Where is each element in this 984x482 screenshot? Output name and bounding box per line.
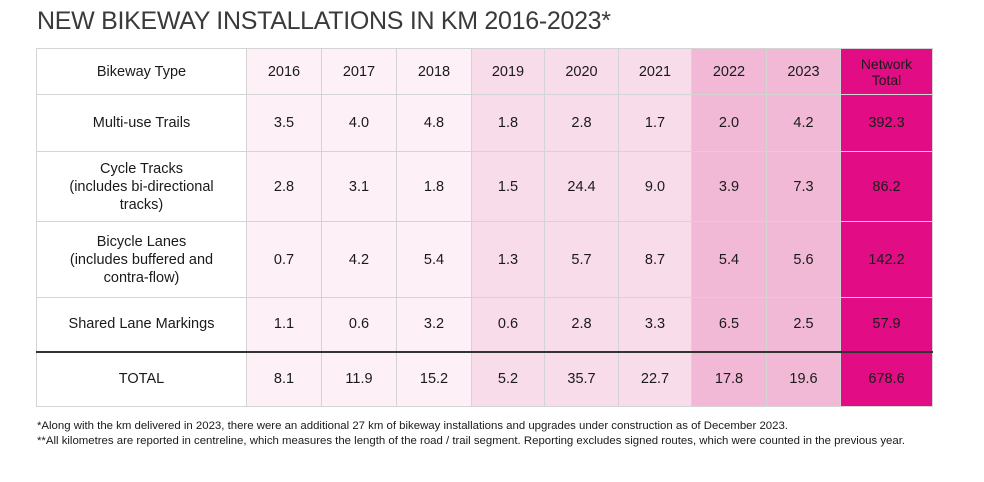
bikeway-table: Bikeway Type 2016 2017 2018 2019 2020 20…: [36, 48, 933, 407]
header-year: 2019: [471, 48, 545, 95]
row-label: Multi-use Trails: [36, 94, 247, 152]
header-network-total: Network Total: [840, 48, 933, 95]
value-cell: 1.8: [396, 151, 472, 222]
row-label: Shared Lane Markings: [36, 297, 247, 353]
value-cell: 5.2: [471, 351, 545, 407]
value-cell: 15.2: [396, 351, 472, 407]
header-bikeway-type: Bikeway Type: [36, 48, 247, 95]
value-cell: 3.1: [321, 151, 397, 222]
table-body: Multi-use Trails 3.5 4.0 4.8 1.8 2.8 1.7 2.0 4.2…: [36, 94, 933, 407]
value-cell: 5.7: [544, 221, 619, 298]
network-total-cell: 86.2: [840, 151, 933, 222]
value-cell: 1.7: [618, 94, 692, 152]
header-year: 2022: [691, 48, 767, 95]
network-total-cell: 57.9: [840, 297, 933, 353]
row-label-line: contra-flow): [103, 269, 180, 286]
header-year: 2023: [766, 48, 841, 95]
value-cell: 2.5: [766, 297, 841, 353]
value-cell: 8.7: [618, 221, 692, 298]
value-cell: 19.6: [766, 351, 841, 407]
table-row: Shared Lane Markings 1.1 0.6 3.2 0.6 2.8 3.3 6.…: [36, 297, 933, 353]
value-cell: 4.2: [321, 221, 397, 298]
value-cell: 1.3: [471, 221, 545, 298]
value-cell: 3.9: [691, 151, 767, 222]
value-cell: 35.7: [544, 351, 619, 407]
header-year: 2020: [544, 48, 619, 95]
network-total-cell: 392.3: [840, 94, 933, 152]
row-label-line: Multi-use Trails: [92, 115, 191, 131]
value-cell: 9.0: [618, 151, 692, 222]
header-year: 2018: [396, 48, 472, 95]
value-cell: 1.1: [246, 297, 322, 353]
value-cell: 8.1: [246, 351, 322, 407]
table-row: Cycle Tracks (includes bi-directional trac…: [36, 151, 933, 222]
row-label-line: Bicycle Lanes: [96, 233, 187, 250]
row-label-line: (includes bi-directional: [69, 178, 214, 195]
value-cell: 2.8: [544, 94, 619, 152]
value-cell: 0.6: [321, 297, 397, 353]
value-cell: 0.6: [471, 297, 545, 353]
value-cell: 4.8: [396, 94, 472, 152]
row-label-line: TOTAL: [118, 371, 165, 388]
value-cell: 5.4: [396, 221, 472, 298]
row-label-line: tracks): [119, 196, 164, 213]
value-cell: 11.9: [321, 351, 397, 407]
row-label: TOTAL: [36, 351, 247, 407]
value-cell: 1.8: [471, 94, 545, 152]
row-label-line: Cycle Tracks: [100, 160, 183, 177]
value-cell: 2.0: [691, 94, 767, 152]
value-cell: 0.7: [246, 221, 322, 298]
header-network-total-line2: Total: [871, 71, 902, 88]
value-cell: 6.5: [691, 297, 767, 353]
footnotes: *Along with the km delivered in 2023, th…: [37, 419, 937, 449]
value-cell: 7.3: [766, 151, 841, 222]
table-row: Bicycle Lanes (includes buffered and contr…: [36, 221, 933, 298]
value-cell: 3.5: [246, 94, 322, 152]
value-cell: 24.4: [544, 151, 619, 222]
table-row: Multi-use Trails 3.5 4.0 4.8 1.8 2.8 1.7 2.0 4.2…: [36, 94, 933, 152]
header-year: 2016: [246, 48, 322, 95]
value-cell: 3.3: [618, 297, 692, 353]
value-cell: 4.2: [766, 94, 841, 152]
network-total-cell: 678.6: [840, 351, 933, 407]
row-label: Cycle Tracks (includes bi-directional trac…: [36, 151, 247, 222]
value-cell: 2.8: [246, 151, 322, 222]
value-cell: 5.4: [691, 221, 767, 298]
header-row: Bikeway Type 2016 2017 2018 2019 2020 20…: [36, 48, 933, 95]
value-cell: 3.2: [396, 297, 472, 353]
table-row: TOTAL 8.1 11.9 15.2 5.2 35.7 22.7 17.8 19.6 678.6: [36, 351, 933, 407]
value-cell: 22.7: [618, 351, 692, 407]
footnote-1: *Along with the km delivered in 2023, th…: [37, 420, 788, 432]
value-cell: 5.6: [766, 221, 841, 298]
network-total-cell: 142.2: [840, 221, 933, 298]
value-cell: 17.8: [691, 351, 767, 407]
chart-title: NEW BIKEWAY INSTALLATIONS IN KM 2016-202…: [37, 7, 611, 35]
header-year: 2017: [321, 48, 397, 95]
value-cell: 2.8: [544, 297, 619, 353]
row-label-line: (includes buffered and: [69, 251, 214, 268]
row-label-line: Shared Lane Markings: [68, 316, 215, 333]
row-label: Bicycle Lanes (includes buffered and contr…: [36, 221, 247, 298]
value-cell: 4.0: [321, 94, 397, 152]
value-cell: 1.5: [471, 151, 545, 222]
header-network-total-line1: Network: [860, 55, 913, 72]
footnote-2: **All kilometres are reported in centrel…: [37, 435, 906, 447]
header-year: 2021: [618, 48, 692, 95]
